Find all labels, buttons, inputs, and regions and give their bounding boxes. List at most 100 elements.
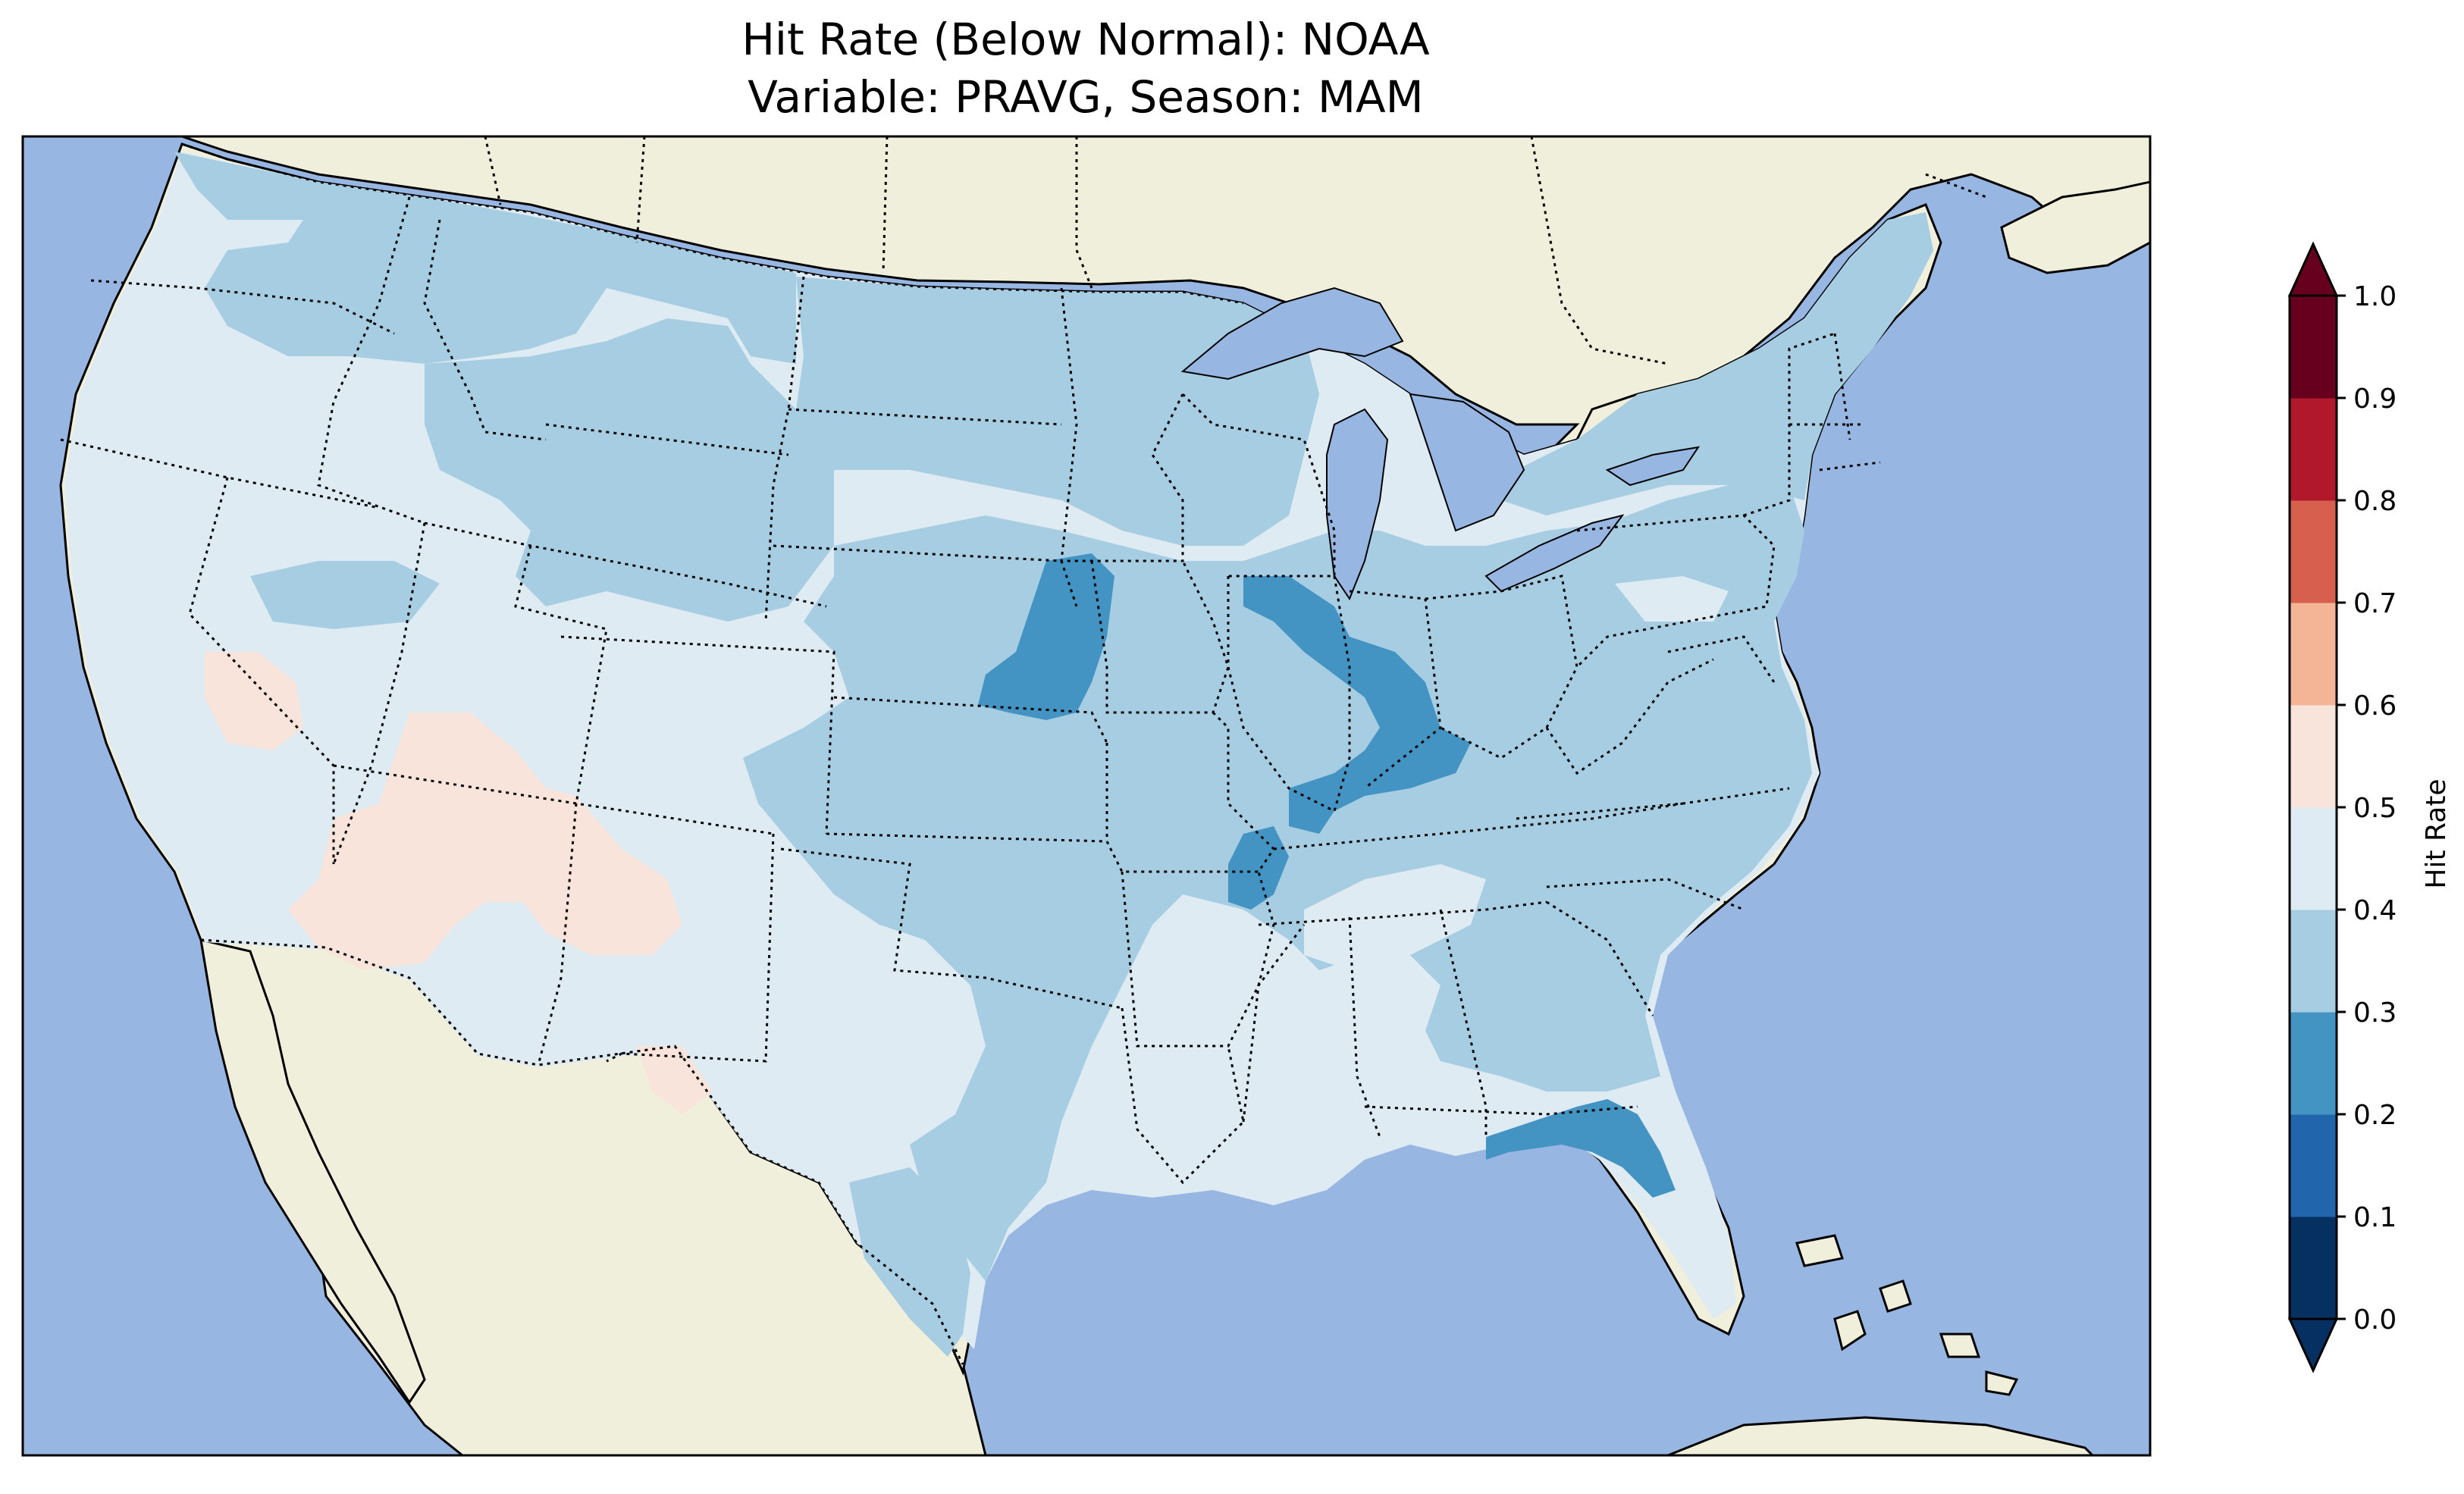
border-four-corners [333, 764, 774, 835]
colorbar-tick-label: 0.8 [2353, 486, 2397, 517]
border-va-nc [1516, 787, 1790, 820]
border-ca-nv [188, 477, 335, 864]
colorbar-tick-label: 0.5 [2353, 793, 2397, 824]
canada-province-borders [484, 136, 1987, 365]
island-bahamas-4 [1939, 1333, 1981, 1358]
colorbar-bin [2290, 398, 2337, 501]
border-ut-co [514, 545, 608, 804]
field-0.3-0.4-northern-plains [796, 277, 1319, 546]
border-wa-or [90, 279, 395, 335]
maritimes-land [2000, 180, 2150, 274]
field-0.3-0.4-texas [849, 1167, 970, 1357]
great-lakes [1180, 287, 1701, 601]
colorbar-tick-label: 0.2 [2353, 1100, 2397, 1131]
field-0.3-0.4-montana-wyoming [425, 318, 834, 622]
border-md-de [1667, 635, 1776, 683]
colorbar-tick-label: 0.0 [2353, 1305, 2397, 1336]
field-0.2-0.3-florida [1486, 1099, 1676, 1198]
border-or-ca-nv [60, 438, 380, 509]
island-bahamas-1 [1833, 1310, 1867, 1351]
border-al-ga [1439, 909, 1487, 1137]
colorbar-bin [2290, 807, 2337, 910]
border-ok-tx [780, 847, 1123, 1010]
border-ne-ks [833, 696, 1108, 744]
lake-erie [1484, 514, 1625, 593]
colorbar-tick-label: 0.1 [2353, 1202, 2397, 1233]
border-ga-sc [1546, 900, 1654, 1016]
map-title-line-1: Hit Rate (Below Normal): NOAA [741, 14, 1430, 65]
island-bahamas-2 [1795, 1234, 1844, 1267]
border-new-england [1789, 333, 1881, 471]
border-ab-sk [635, 136, 646, 243]
border-oh [1425, 575, 1578, 760]
border-qc-nb [1925, 173, 1987, 199]
colorbar: 0.0 0.1 0.2 0.3 0.4 0.5 0.6 0.7 0.8 0.9 1.0 [2287, 241, 2397, 1373]
border-mt-wy [424, 521, 827, 608]
border-tn-south [1258, 900, 1547, 926]
border-on-qc [1530, 136, 1669, 365]
border-ga-fl [1364, 1105, 1638, 1116]
field-0.5-0.6-newmexico-south [637, 1046, 713, 1114]
colorbar-bin [2290, 296, 2337, 399]
colorbar-bin [2290, 1217, 2337, 1320]
border-nc-sc [1546, 878, 1745, 911]
colorbar-label: Hit Rate [2421, 778, 2452, 888]
field-0.2-0.3-iowa-nebraska [978, 553, 1114, 720]
colorbar-bin [2290, 1012, 2337, 1115]
lake-huron [1409, 393, 1525, 532]
field-0.4-0.5-pa-patch [1615, 576, 1729, 622]
colorbar-extend-min [2287, 1317, 2339, 1373]
border-nd-sd [788, 408, 1062, 426]
border-mo [1105, 711, 1275, 873]
colorbar-bin [2290, 603, 2337, 706]
colorbar-tick-label: 0.7 [2353, 588, 2397, 619]
state-borders [60, 196, 1881, 1185]
border-in [1349, 590, 1442, 790]
colorbar-bin [2290, 500, 2337, 603]
border-la [1121, 1007, 1245, 1185]
field-0.3-0.4-west-patches [250, 561, 440, 629]
border-ms-al [1242, 916, 1381, 1138]
border-ky-tn [1273, 802, 1684, 850]
colorbar-extend-max [2287, 241, 2339, 297]
field-0.3-0.4-northwest [174, 152, 796, 364]
colorbar-tick-label: 0.3 [2353, 998, 2397, 1029]
border-ks-ok [826, 832, 1108, 843]
border-pa [1575, 514, 1776, 669]
border-nv-ut [332, 522, 426, 865]
map-title-line-2: Variable: PRAVG, Season: MAM [748, 71, 1423, 123]
colorbar-bin [2290, 1114, 2337, 1217]
field-0.3-0.4-northeast [1501, 212, 1933, 515]
border-wi [1181, 393, 1336, 578]
lake-michigan [1326, 408, 1389, 601]
border-nm-tx [606, 833, 775, 1063]
colorbar-tick-label: 1.0 [2353, 281, 2397, 312]
field-0.5-0.6-nevada [205, 652, 303, 750]
lake-superior [1180, 287, 1404, 381]
field-0.2-0.3-missouri-bootheel [1228, 826, 1289, 910]
border-sk-mb [882, 136, 889, 274]
colorbar-bin [2290, 705, 2337, 808]
border-il [1227, 575, 1351, 813]
baja-california-land [199, 938, 426, 1405]
field-0.5-0.6-arizona-newmexico [288, 713, 682, 970]
colorbar-tick-label: 0.6 [2353, 691, 2397, 722]
border-id [317, 196, 425, 525]
map-panel [23, 136, 2150, 1455]
cuba-land [1667, 1416, 2095, 1455]
border-usa-mexico [200, 938, 964, 1365]
colorbar-tick-label: 0.4 [2353, 895, 2397, 926]
border-wy [545, 423, 789, 456]
field-0.2-0.3-midwest [1243, 576, 1471, 834]
border-mb-on [1075, 136, 1093, 289]
lake-ontario [1605, 446, 1701, 487]
border-mn [1060, 287, 1184, 562]
island-bahamas-5 [1985, 1370, 2019, 1396]
colorbar-bin [2290, 910, 2337, 1013]
canada-land [181, 136, 2150, 554]
border-az-nm [537, 803, 578, 1066]
border-ar [1121, 871, 1275, 1048]
island-bahamas-3 [1879, 1279, 1912, 1313]
map-frame [21, 135, 2152, 1457]
